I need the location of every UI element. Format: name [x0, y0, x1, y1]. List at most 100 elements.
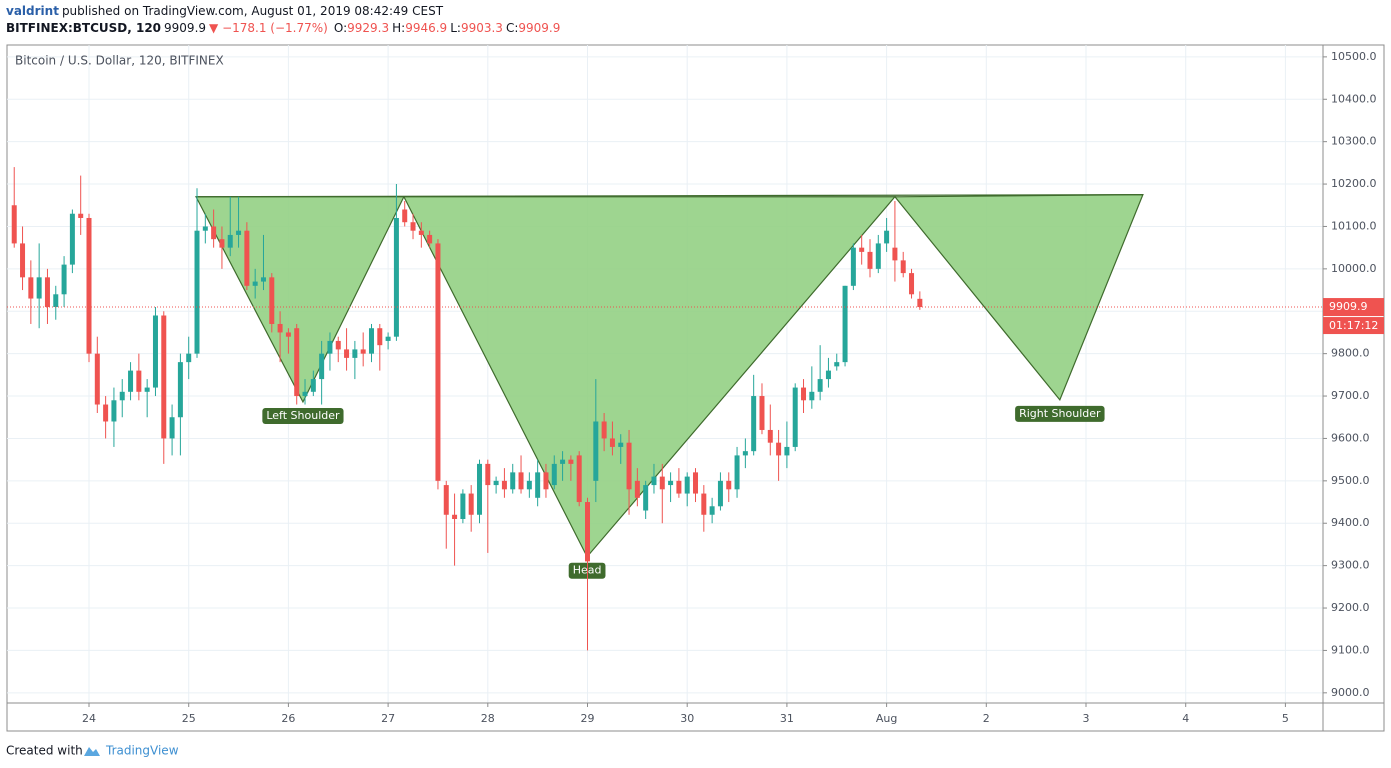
x-tick-label: 4: [1182, 712, 1189, 725]
candle-body: [294, 328, 300, 397]
candle-body: [427, 234, 433, 244]
candle-body: [593, 421, 599, 481]
candle-body: [94, 353, 100, 405]
candle-body: [510, 472, 516, 490]
author: valdrint: [6, 4, 59, 18]
countdown: 01:17:12: [1329, 319, 1378, 332]
y-tick-label: 10500.0: [1331, 50, 1377, 63]
candle-body: [61, 264, 67, 295]
candle-body: [917, 298, 923, 308]
axes: 9000.0 9100.0 9200.0 9300.0 9400.0 9500.0 9600…: [7, 45, 1384, 731]
candle-body: [634, 480, 640, 498]
candle-body: [717, 480, 723, 507]
candle-body: [111, 400, 117, 422]
y-tick-label: 9700.0: [1331, 389, 1370, 402]
candle-body: [834, 362, 840, 367]
candle-body: [900, 260, 906, 274]
candle-body: [435, 243, 441, 481]
candle-body: [335, 340, 341, 350]
candle-body: [11, 205, 17, 244]
candle-body: [742, 451, 748, 456]
candle-body: [36, 277, 42, 299]
candle-body: [377, 328, 383, 346]
candle-body: [86, 217, 92, 354]
candle-body: [352, 349, 358, 358]
y-tick-label: 9400.0: [1331, 516, 1370, 529]
x-tick-label: 25: [182, 712, 196, 725]
pattern: Left ShoulderHeadRight Shoulder: [195, 194, 1144, 579]
candle-body: [285, 332, 291, 337]
x-tick-label: 28: [481, 712, 495, 725]
x-tick-label: 3: [1083, 712, 1090, 725]
candle-body: [53, 294, 59, 308]
candle-body: [252, 281, 258, 286]
candle-body: [568, 459, 574, 464]
x-tick-label: Aug: [876, 712, 897, 725]
last-price: 9909.9: [164, 21, 207, 35]
candle-body: [701, 493, 707, 515]
candle-body: [751, 396, 757, 452]
open-label: O:: [333, 21, 348, 35]
candle-body: [518, 472, 524, 490]
candle-body: [801, 387, 807, 401]
high-value: 9946.9: [405, 21, 448, 35]
candle-body: [892, 247, 898, 261]
candles: [7, 167, 1323, 651]
candle-body: [20, 243, 26, 278]
candle-body: [776, 442, 782, 456]
candle-body: [485, 463, 491, 486]
candle-body: [236, 230, 242, 235]
high-label: H:: [392, 21, 406, 35]
candle-body: [784, 446, 790, 456]
close-label: C:: [505, 21, 519, 35]
publish-line: valdrint published on TradingView.com, Au…: [6, 4, 446, 18]
low-label: L:: [450, 21, 461, 35]
candle-body: [684, 476, 690, 494]
candle-body: [535, 472, 541, 498]
candle-body: [327, 340, 333, 354]
candle-body: [302, 391, 308, 397]
candle-body: [227, 234, 233, 248]
pattern-triangle: [893, 194, 1144, 402]
chart-title: Bitcoin / U.S. Dollar, 120, BITFINEX: [15, 54, 224, 68]
candle-body: [144, 387, 150, 392]
candle-body: [360, 349, 366, 354]
candle-body: [668, 480, 674, 486]
candle-body: [618, 442, 624, 447]
candle-body: [460, 493, 466, 519]
brand-logo: [84, 747, 100, 756]
x-tick-label: 29: [581, 712, 595, 725]
candle-body: [269, 277, 275, 324]
candle-body: [585, 502, 591, 562]
y-tick-label: 9200.0: [1331, 601, 1370, 614]
candle-body: [244, 230, 250, 286]
candle-body: [219, 239, 225, 248]
candle-body: [859, 247, 865, 252]
candle-body: [659, 476, 665, 490]
candle-body: [402, 209, 408, 223]
candle-body: [28, 277, 34, 299]
candle-body: [152, 315, 158, 388]
y-tick-label: 10200.0: [1331, 177, 1377, 190]
candle-body: [759, 396, 765, 430]
candle-body: [161, 315, 167, 439]
candle-body: [792, 387, 798, 447]
open-value: 9929.3: [347, 21, 390, 35]
candle-body: [551, 463, 557, 486]
footer-brand: TradingView: [105, 744, 179, 758]
x-tick-label: 2: [983, 712, 990, 725]
candle-body: [909, 273, 915, 295]
y-tick-label: 10300.0: [1331, 135, 1377, 148]
candle-body: [277, 323, 283, 333]
x-tick-label: 27: [381, 712, 395, 725]
candle-body: [119, 391, 125, 401]
candle-body: [468, 493, 474, 515]
y-tick-label: 10000.0: [1331, 262, 1377, 275]
published: published on TradingView.com, August 01,…: [61, 4, 444, 18]
candle-body: [850, 247, 856, 286]
candle-body: [767, 429, 773, 443]
change: ▼ −178.1 (−1.77%): [209, 21, 328, 35]
y-tick-label: 10400.0: [1331, 92, 1377, 105]
